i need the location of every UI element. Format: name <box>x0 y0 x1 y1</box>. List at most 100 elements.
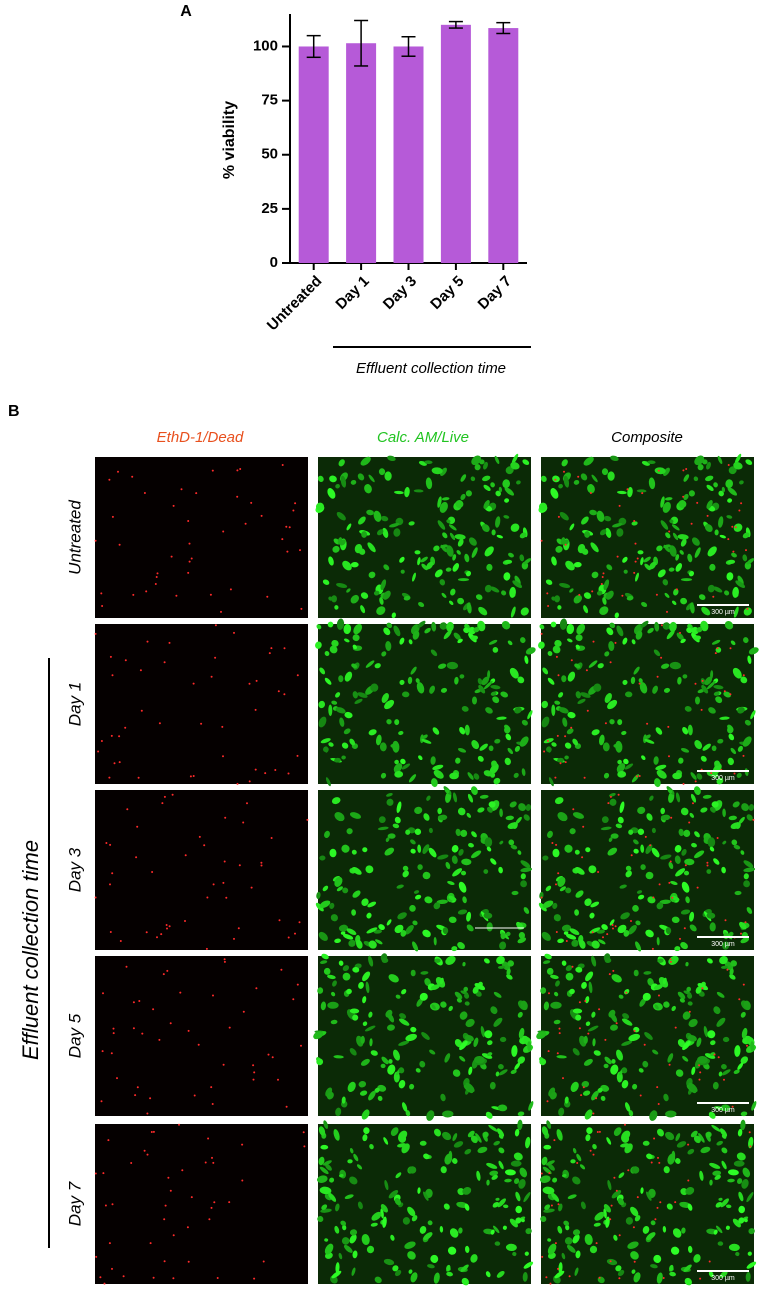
cell <box>737 707 745 714</box>
cell <box>331 1270 342 1279</box>
cell <box>617 924 627 934</box>
cell <box>512 580 523 588</box>
dead-cell <box>565 940 568 942</box>
cell <box>738 1217 745 1224</box>
cell <box>590 901 600 908</box>
cell <box>722 1036 730 1043</box>
dead-cell <box>615 1189 618 1192</box>
cell <box>569 588 574 593</box>
cell <box>397 912 407 920</box>
dead-cell <box>299 549 301 552</box>
cell <box>712 1170 722 1176</box>
cell <box>672 772 682 780</box>
cell <box>356 939 363 949</box>
cell <box>505 466 514 475</box>
cell <box>362 847 368 853</box>
cell <box>451 946 458 952</box>
cell <box>728 931 734 937</box>
cell <box>368 955 374 967</box>
cell <box>505 733 512 741</box>
cell <box>580 473 588 481</box>
cell <box>370 1050 378 1056</box>
dead-cell <box>545 1276 548 1279</box>
cell <box>592 1143 597 1150</box>
cell <box>723 932 729 940</box>
dead-cell <box>657 1103 660 1105</box>
dead-cell <box>224 816 227 819</box>
cell <box>523 907 530 914</box>
cell <box>718 1071 723 1077</box>
cell <box>663 1166 670 1174</box>
cell <box>383 627 391 636</box>
cell <box>484 546 494 557</box>
cell <box>496 534 503 539</box>
cell <box>442 927 449 934</box>
cell <box>517 1119 523 1131</box>
cell <box>594 1211 605 1221</box>
dead-cell <box>540 632 543 635</box>
dead-cell <box>296 754 299 757</box>
cell <box>617 490 627 495</box>
cell <box>319 1186 332 1195</box>
cell <box>388 974 399 983</box>
cell <box>467 793 474 803</box>
cell <box>481 1053 493 1059</box>
dead-cell <box>589 1149 592 1152</box>
dead-cell <box>713 1053 716 1056</box>
cell <box>561 1252 566 1260</box>
cell <box>671 1005 676 1012</box>
cell <box>617 770 627 778</box>
dead-cell <box>241 1143 244 1146</box>
cell <box>411 1215 418 1222</box>
cell <box>504 1169 516 1176</box>
cell <box>579 1164 586 1170</box>
cell <box>551 556 557 566</box>
cell <box>470 635 478 641</box>
cell <box>437 807 443 815</box>
cell <box>677 534 689 540</box>
cell <box>566 623 575 635</box>
cell <box>384 471 392 481</box>
cell <box>504 559 513 564</box>
cell <box>378 924 385 931</box>
cell <box>546 967 554 975</box>
dead-cell <box>726 968 729 971</box>
cell <box>693 476 699 482</box>
cell <box>433 545 440 552</box>
cell <box>356 1164 363 1170</box>
cell <box>520 1000 528 1010</box>
cell <box>421 738 432 744</box>
cell <box>663 467 670 476</box>
y-tick-label: 50 <box>261 146 278 163</box>
cell <box>572 738 579 746</box>
cell <box>514 1128 520 1137</box>
dead-cell <box>608 973 611 976</box>
cell <box>374 1087 380 1093</box>
cell <box>598 939 606 945</box>
cell <box>675 868 686 877</box>
dead-cell <box>166 969 169 972</box>
cell <box>669 661 682 670</box>
cell <box>519 1167 528 1178</box>
dead-cell <box>100 740 103 742</box>
dead-cell <box>172 1277 175 1280</box>
cell <box>332 980 337 987</box>
cell <box>608 641 615 651</box>
cell <box>402 870 409 878</box>
cell <box>665 927 672 934</box>
cell <box>652 1049 659 1055</box>
cell <box>655 764 667 771</box>
cell <box>617 1269 625 1277</box>
cell <box>417 844 422 853</box>
cell <box>737 1128 743 1137</box>
cell <box>430 984 440 990</box>
cell <box>368 1090 376 1101</box>
cell <box>700 1146 711 1154</box>
cell <box>520 867 533 873</box>
cell <box>510 606 516 618</box>
cell <box>571 939 579 947</box>
cell <box>492 647 499 653</box>
cell <box>644 738 655 744</box>
cell <box>714 529 719 536</box>
cell <box>691 537 700 546</box>
